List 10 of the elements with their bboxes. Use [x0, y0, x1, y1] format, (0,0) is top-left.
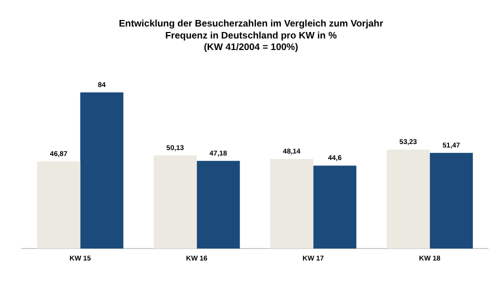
- bar: [386, 150, 430, 249]
- bar: [270, 159, 314, 249]
- bar: [430, 152, 473, 249]
- chart-title: Entwicklung der Besucherzahlen im Vergleich zum Vorjahr: [118, 18, 384, 30]
- bar: [37, 161, 80, 249]
- chart-subtitle: Frequenz in Deutschland pro KW in % (KW 41/2004 = 100%): [165, 30, 338, 54]
- bar: [154, 155, 197, 249]
- bar: [313, 166, 356, 249]
- bar: [80, 92, 124, 249]
- bar: [196, 160, 240, 249]
